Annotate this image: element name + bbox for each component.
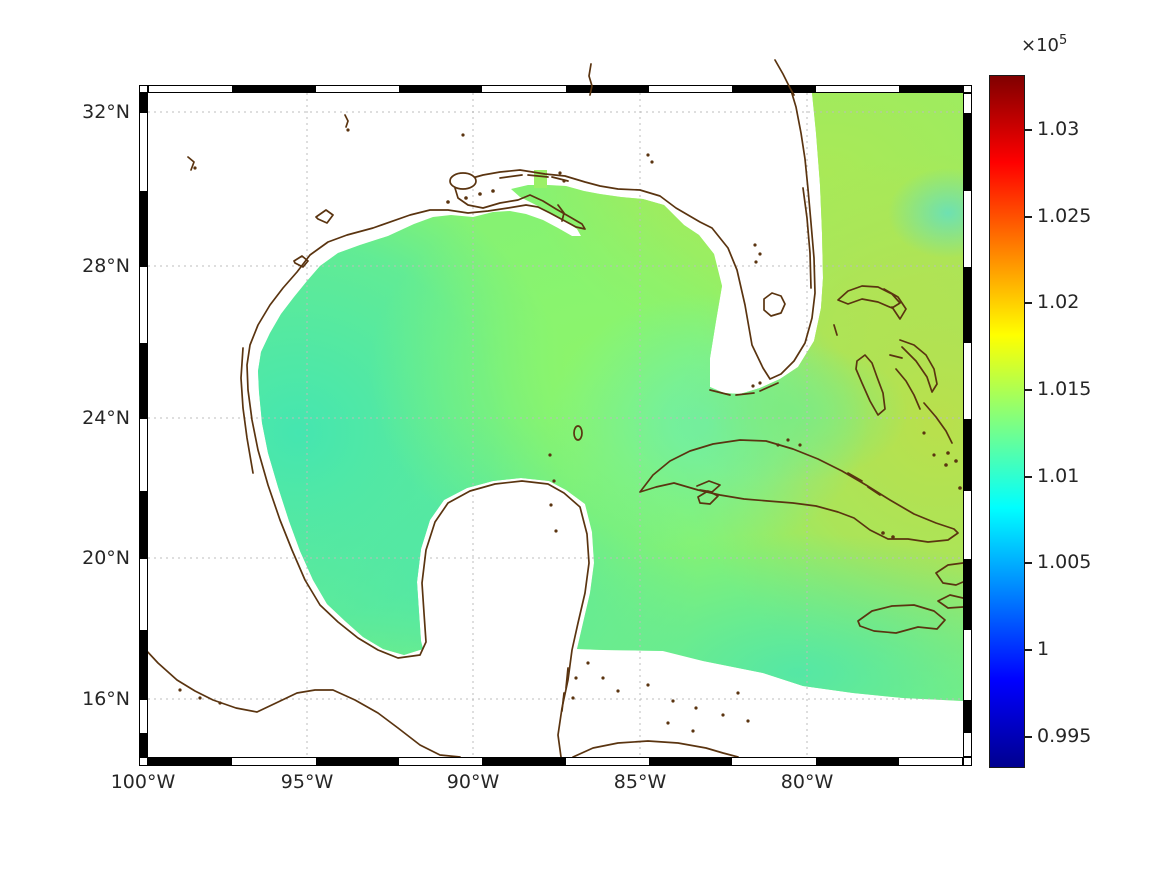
bahamas-coastline [833,285,953,444]
colorbar [989,75,1025,768]
pacific-coastline [148,650,461,757]
y-tick-label: 28°N [82,255,130,277]
colorbar-tick [1025,129,1032,131]
pressure-field [258,93,963,701]
colorbar-multiplier: ×105 [1021,33,1067,56]
x-tick-label: 90°W [446,771,500,793]
colorbar-tick-label: 1 [1037,638,1050,660]
map-frame-left [139,93,148,758]
frame-segment [964,113,971,191]
frame-segment [899,86,964,92]
florida-keys [709,382,779,396]
frame-segment [140,191,147,267]
map-canvas [148,93,963,757]
colorbar-tick [1025,476,1032,478]
y-tick-label: 16°N [82,688,130,710]
colorbar-tick [1025,389,1032,391]
frame-corner [963,757,972,766]
x-tick-label: 80°W [780,771,834,793]
frame-segment [140,630,147,700]
colorbar-multiplier-exponent: 5 [1059,33,1068,48]
x-tick-label: 100°W [110,771,176,793]
map-frame-top [148,85,964,93]
colorbar-tick-label: 1.03 [1037,118,1080,140]
y-tick-label: 24°N [82,407,130,429]
isla-juventud-coastline [697,490,719,505]
lake-pontchartrain [449,172,477,190]
frame-segment [232,86,316,92]
colorbar-tick-label: 1.025 [1037,205,1092,227]
x-tick-label: 85°W [613,771,667,793]
frame-segment [816,758,899,765]
cozumel-island [573,425,583,441]
mainland-coastline [246,93,816,757]
colorbar-tick [1025,302,1032,304]
colorbar-tick-label: 0.995 [1037,725,1092,747]
graticule-gridlines [148,93,963,757]
colorbar-tick [1025,736,1032,738]
x-tick-label: 95°W [280,771,334,793]
coastlines [148,93,963,757]
frame-segment [149,758,232,765]
barrier-islands [240,174,812,712]
frame-segment [964,419,971,491]
colorbar-tick-label: 1.02 [1037,291,1080,313]
colorbar-multiplier-base: ×10 [1021,35,1059,56]
honduras-coastline [572,740,739,757]
frame-segment [566,86,649,92]
map-plot-area [148,93,963,757]
colorbar-tick-label: 1.01 [1037,465,1080,487]
y-tick-label: 20°N [82,547,130,569]
cuba-coastline [639,439,959,543]
map-frame-right [963,93,972,757]
colorbar-tick-label: 1.005 [1037,551,1092,573]
frame-segment [399,86,482,92]
frame-segment [482,758,566,765]
hispaniola-coastline [935,562,963,609]
frame-segment [649,758,732,765]
colorbar-tick-label: 1.015 [1037,378,1092,400]
colorbar-tick [1025,562,1032,564]
frame-segment [140,491,147,559]
island-specks [178,128,962,733]
frame-segment [964,559,971,630]
y-tick-label: 32°N [82,101,130,123]
frame-segment [316,758,399,765]
jamaica-coastline [857,604,946,634]
frame-corner [963,85,972,93]
colorbar-tick [1025,649,1032,651]
frame-segment [140,94,147,113]
frame-corner [139,85,148,93]
frame-segment [140,733,147,758]
frame-segment [732,86,816,92]
frame-segment [140,343,147,419]
lake-okeechobee [763,292,786,317]
frame-corner [139,757,148,766]
map-frame-bottom [148,757,963,766]
frame-segment [964,700,971,733]
colorbar-tick [1025,216,1032,218]
frame-segment [964,267,971,343]
